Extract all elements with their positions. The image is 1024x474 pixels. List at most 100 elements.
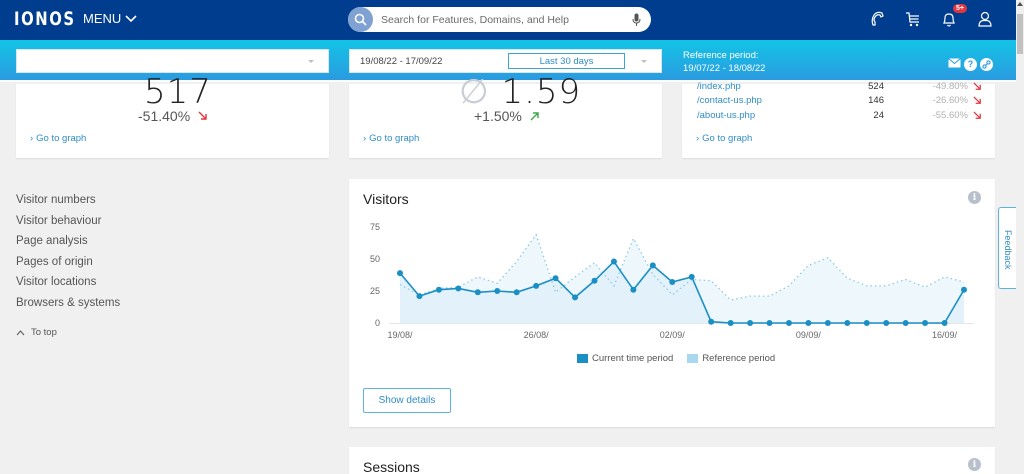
data-point: [824, 320, 831, 326]
menu-button[interactable]: MENU: [83, 11, 137, 26]
pages-per-visit-change-value: +1.50%: [474, 108, 522, 124]
phone-icon: [871, 11, 884, 26]
data-point: [591, 277, 598, 284]
chevron-down-icon: [125, 14, 137, 22]
email-report-button[interactable]: [948, 55, 961, 73]
legend-reference-period[interactable]: Reference period: [687, 353, 775, 364]
go-to-graph-link[interactable]: › Go to graph: [363, 133, 419, 144]
x-tick-label: 26/08/: [524, 330, 550, 340]
page-url-link[interactable]: /index.php: [697, 81, 741, 92]
visits-summary-card: 517 -51.40% › Go to graph: [16, 72, 329, 158]
chevron-up-icon: [16, 329, 25, 335]
trend-down-icon: [198, 111, 207, 120]
pages-per-visit-change: +1.50%: [474, 108, 540, 124]
period-preset-button[interactable]: Last 30 days: [508, 53, 625, 69]
x-tick-label: 19/08/: [387, 330, 413, 340]
ionos-logo[interactable]: IONOS: [14, 8, 76, 30]
to-top-link[interactable]: To top: [16, 327, 57, 338]
data-point: [708, 318, 715, 325]
data-point: [494, 288, 501, 294]
date-range-select[interactable]: 19/08/22 - 17/09/22 Last 30 days: [349, 49, 662, 73]
go-to-graph-link[interactable]: › Go to graph: [696, 133, 752, 144]
page-count: 524: [868, 81, 884, 92]
top-page-row: /index.php 524 -49.80%: [697, 81, 982, 95]
page-scrollbar[interactable]: [1016, 0, 1024, 474]
nav-item-visitor-locations[interactable]: Visitor locations: [16, 276, 97, 289]
go-to-graph-label: Go to graph: [369, 133, 420, 144]
share-link-button[interactable]: [980, 57, 993, 71]
pages-per-visit-value: ∅ 1.59: [459, 72, 581, 112]
nav-item-browsers-systems[interactable]: Browsers & systems: [16, 296, 121, 309]
cart-icon: [906, 12, 919, 27]
top-page-row: /contact-us.php 146 -26.60%: [697, 95, 982, 109]
current-line: [399, 260, 965, 324]
notifications-button[interactable]: 5+: [940, 4, 967, 28]
caret-down-icon: [641, 60, 647, 63]
data-point: [533, 282, 540, 289]
cart-button[interactable]: [904, 10, 922, 28]
data-point: [669, 279, 676, 286]
legend-swatch-reference: [687, 354, 699, 363]
info-button[interactable]: i: [968, 458, 981, 471]
page-url-link[interactable]: /about-us.php: [697, 110, 756, 121]
search-icon: [354, 13, 367, 26]
data-point: [552, 275, 559, 282]
y-tick-label: 75: [370, 222, 380, 232]
search-button[interactable]: [348, 7, 373, 32]
trend-down-icon: [973, 82, 981, 90]
search-input[interactable]: [381, 13, 629, 26]
nav-item-pages-of-origin[interactable]: Pages of origin: [16, 255, 93, 268]
nav-item-page-analysis[interactable]: Page analysis: [16, 235, 88, 248]
reference-period-label: Reference period:: [683, 50, 759, 61]
data-point: [649, 262, 656, 269]
page-change: -55.60%: [932, 110, 968, 121]
data-point: [416, 293, 423, 300]
info-button[interactable]: i: [968, 191, 981, 204]
search-bar: [348, 7, 651, 32]
chart-legend: Current time period Reference period: [577, 353, 775, 364]
x-tick-label: 16/09/: [932, 330, 958, 340]
caret-down-icon: [308, 60, 314, 63]
data-point: [727, 320, 734, 326]
chevron-right-icon: ›: [696, 133, 700, 144]
average-symbol: ∅: [459, 72, 490, 112]
legend-current-period[interactable]: Current time period: [577, 353, 673, 364]
website-select[interactable]: [16, 49, 329, 73]
reference-period: Reference period: 19/07/22 - 18/08/22: [683, 49, 765, 75]
scroll-up-arrow-icon[interactable]: [1017, 2, 1023, 6]
feedback-tab[interactable]: Feedback: [998, 207, 1018, 289]
account-button[interactable]: [976, 10, 994, 28]
show-details-button[interactable]: Show details: [363, 388, 451, 413]
trend-down-icon: [973, 111, 981, 119]
nav-item-visitor-numbers[interactable]: Visitor numbers: [16, 194, 96, 206]
top-navigation-bar: IONOS MENU 5+: [0, 0, 1016, 40]
pages-per-visit-card: ∅ 1.59 +1.50% › Go to graph: [349, 72, 662, 158]
data-point: [397, 270, 403, 277]
data-point: [455, 285, 462, 292]
page-url-link[interactable]: /contact-us.php: [697, 95, 762, 106]
page-count: 146: [868, 95, 884, 106]
data-point: [610, 258, 617, 265]
chevron-right-icon: ›: [30, 133, 34, 144]
data-point: [805, 320, 812, 326]
data-point: [844, 320, 851, 326]
voice-search-button[interactable]: [629, 12, 643, 28]
help-button[interactable]: ?: [964, 57, 977, 71]
scroll-thumb[interactable]: [1017, 14, 1023, 54]
y-tick-label: 0: [375, 318, 380, 328]
data-point: [474, 289, 481, 296]
page-change: -26.60%: [932, 95, 968, 106]
data-point: [902, 320, 909, 326]
date-range-value: 19/08/22 - 17/09/22: [360, 55, 443, 67]
top-page-row: /about-us.php 24 -55.60%: [697, 110, 982, 124]
data-point: [922, 320, 929, 326]
nav-item-visitor-behaviour[interactable]: Visitor behaviour: [16, 214, 102, 227]
bell-icon: [943, 13, 955, 27]
go-to-graph-link[interactable]: › Go to graph: [30, 133, 86, 144]
data-point: [863, 320, 870, 326]
chevron-right-icon: ›: [363, 133, 367, 144]
visitors-chart: 0 25 50 75 19/08/26/08/02/09/09/09/16/09/: [370, 222, 974, 340]
visits-change-value: -51.40%: [138, 108, 191, 124]
feedback-label: Feedback: [1003, 230, 1013, 270]
phone-button[interactable]: [868, 10, 886, 28]
